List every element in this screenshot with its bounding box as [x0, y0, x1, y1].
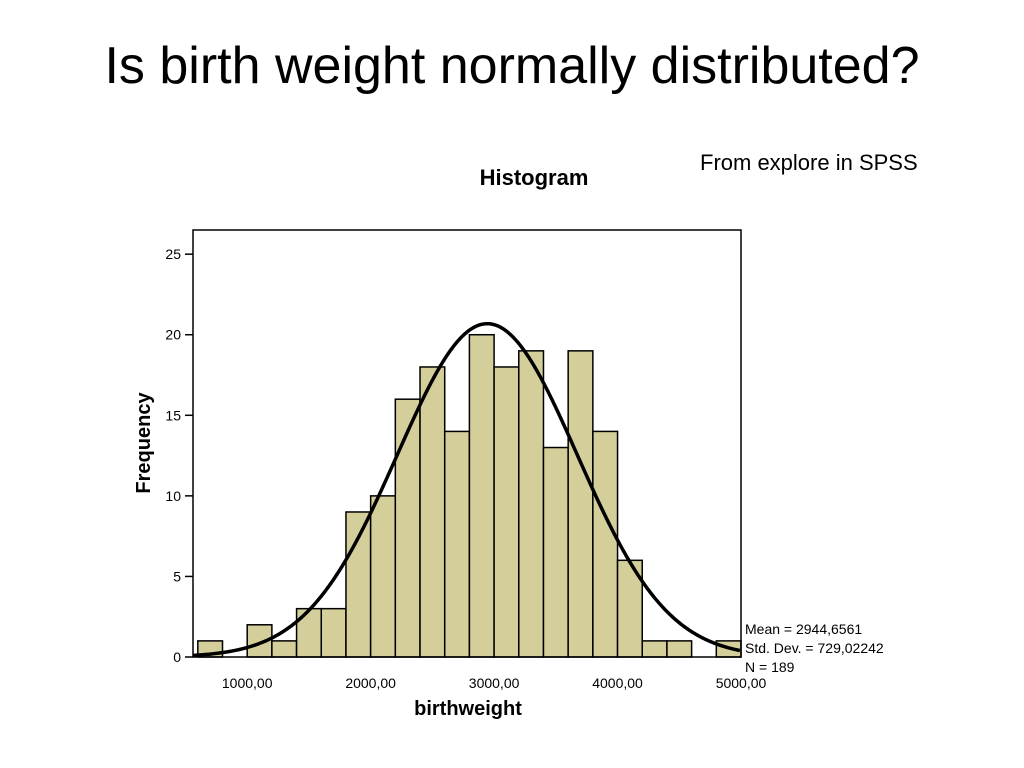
- y-tick-label-4: 20: [165, 327, 181, 343]
- stat-sd: Std. Dev. = 729,02242: [745, 640, 884, 656]
- chart-title: Histogram: [480, 165, 589, 190]
- histogram-bar-18: [641, 640, 668, 658]
- y-tick-label-1: 5: [173, 568, 181, 584]
- histogram-bar-14: [542, 446, 569, 658]
- histogram-bar-6: [345, 511, 372, 658]
- histogram-bar-10: [443, 430, 471, 658]
- histogram-bar-7: [369, 495, 397, 658]
- y-tick-label-3: 15: [165, 407, 181, 423]
- histogram-bar-3: [271, 640, 298, 658]
- histogram-bar-19: [666, 640, 693, 658]
- y-tick-label-5: 25: [165, 246, 181, 262]
- histogram-bar-4: [295, 607, 323, 658]
- x-tick-label-4: 5000,00: [716, 675, 767, 691]
- x-tick-label-2: 3000,00: [469, 675, 520, 691]
- x-axis-label: birthweight: [414, 698, 522, 720]
- histogram-bar-16: [592, 430, 619, 658]
- normal-curve: [192, 321, 741, 658]
- y-axis: 0 5 10 15 20 25: [165, 246, 193, 665]
- y-axis-label: Frequency: [133, 392, 155, 494]
- y-tick-label-2: 10: [165, 488, 181, 504]
- x-tick-label-3: 4000,00: [592, 675, 643, 691]
- x-axis: 1000,00 2000,00 3000,00 4000,00 5000,00: [222, 675, 767, 691]
- x-tick-label-1: 2000,00: [345, 675, 396, 691]
- histogram-bar-5: [320, 607, 347, 658]
- histogram-bar-8: [394, 398, 421, 658]
- y-tick-label-0: 0: [173, 649, 181, 665]
- histogram-bars: [197, 333, 742, 658]
- slide-title: Is birth weight normally distributed?: [104, 37, 920, 95]
- histogram-bar-13: [518, 350, 545, 658]
- stat-n: N = 189: [745, 659, 795, 675]
- histogram-bar-12: [493, 366, 520, 658]
- x-tick-label-0: 1000,00: [222, 675, 273, 691]
- histogram-bar-11: [468, 333, 495, 658]
- histogram-bar-15: [567, 350, 594, 658]
- histogram-bar-9: [419, 366, 446, 658]
- plot-frame: [192, 229, 742, 658]
- source-note: From explore in SPSS: [700, 150, 918, 175]
- stat-mean: Mean = 2944,6561: [745, 621, 862, 637]
